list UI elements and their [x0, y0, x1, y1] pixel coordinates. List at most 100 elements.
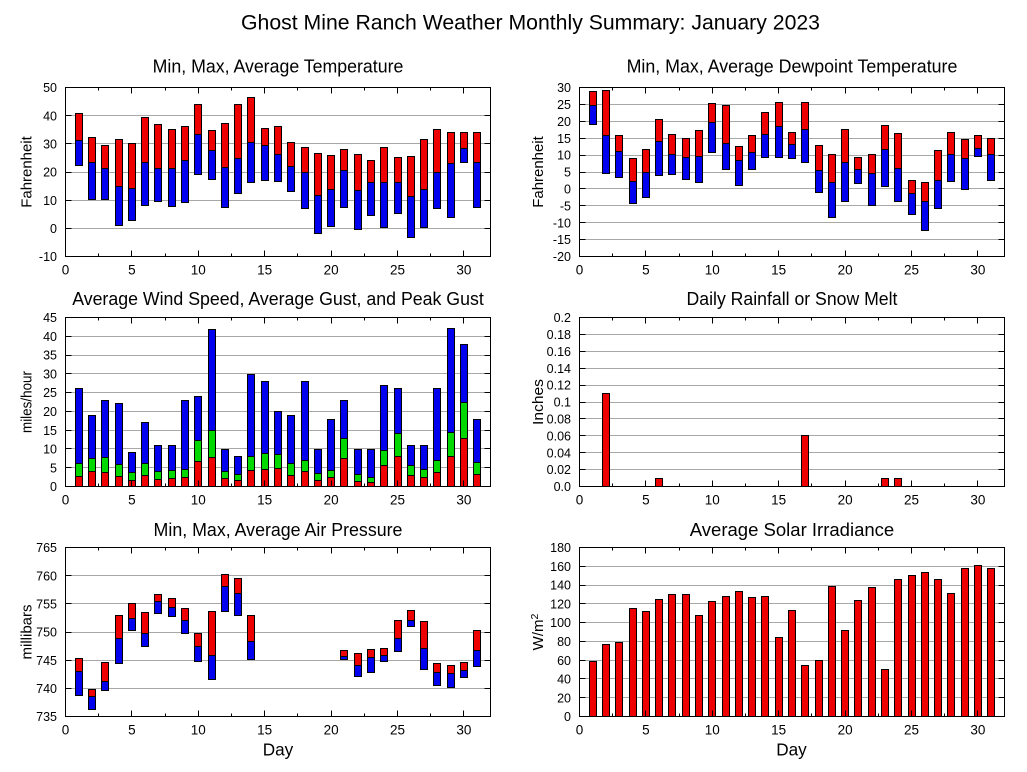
- svg-text:0: 0: [62, 492, 70, 507]
- svg-text:0: 0: [564, 710, 571, 724]
- svg-text:0.08: 0.08: [547, 413, 571, 427]
- svg-text:5: 5: [128, 492, 136, 507]
- svg-text:160: 160: [550, 560, 571, 574]
- svg-text:0: 0: [576, 262, 584, 277]
- svg-text:30: 30: [456, 492, 471, 507]
- svg-text:755: 755: [36, 597, 57, 611]
- svg-text:Min, Max, Average Air Pressure: Min, Max, Average Air Pressure: [154, 520, 403, 540]
- svg-text:25: 25: [557, 98, 571, 112]
- svg-text:30: 30: [43, 367, 57, 381]
- svg-text:60: 60: [557, 654, 571, 668]
- svg-text:Inches: Inches: [530, 379, 547, 425]
- svg-text:740: 740: [36, 682, 57, 696]
- svg-text:20: 20: [838, 262, 853, 277]
- svg-text:0: 0: [50, 222, 57, 236]
- svg-text:20: 20: [557, 115, 571, 129]
- svg-text:Min, Max, Average Temperature: Min, Max, Average Temperature: [153, 56, 404, 76]
- svg-text:20: 20: [324, 722, 339, 737]
- svg-text:40: 40: [43, 330, 57, 344]
- svg-text:Daily Rainfall or Snow Melt: Daily Rainfall or Snow Melt: [687, 289, 898, 309]
- svg-text:0.18: 0.18: [547, 328, 571, 342]
- svg-text:15: 15: [771, 262, 786, 277]
- svg-text:15: 15: [43, 424, 57, 438]
- svg-text:30: 30: [970, 262, 985, 277]
- svg-text:15: 15: [771, 722, 786, 737]
- svg-text:0.16: 0.16: [547, 345, 571, 359]
- svg-text:-15: -15: [553, 233, 571, 247]
- svg-text:Day: Day: [776, 740, 807, 760]
- svg-text:30: 30: [456, 262, 471, 277]
- svg-text:140: 140: [550, 579, 571, 593]
- svg-text:25: 25: [390, 492, 405, 507]
- svg-text:20: 20: [324, 262, 339, 277]
- svg-text:25: 25: [904, 722, 919, 737]
- svg-text:Average Solar Irradiance: Average Solar Irradiance: [690, 520, 895, 540]
- svg-text:5: 5: [642, 262, 650, 277]
- svg-text:5: 5: [128, 722, 136, 737]
- svg-text:20: 20: [43, 405, 57, 419]
- svg-text:0: 0: [576, 722, 584, 737]
- svg-text:miles/hour: miles/hour: [19, 371, 36, 433]
- svg-text:0: 0: [50, 480, 57, 494]
- svg-text:20: 20: [324, 492, 339, 507]
- svg-text:25: 25: [390, 722, 405, 737]
- svg-text:10: 10: [43, 194, 57, 208]
- svg-text:0.02: 0.02: [547, 463, 571, 477]
- svg-text:10: 10: [557, 149, 571, 163]
- svg-text:10: 10: [43, 443, 57, 457]
- svg-text:30: 30: [456, 722, 471, 737]
- svg-text:45: 45: [43, 311, 57, 325]
- svg-text:80: 80: [557, 635, 571, 649]
- svg-text:10: 10: [191, 492, 206, 507]
- svg-text:180: 180: [550, 541, 571, 555]
- svg-text:0.12: 0.12: [547, 379, 571, 393]
- svg-text:35: 35: [43, 349, 57, 363]
- svg-text:-10: -10: [39, 250, 57, 264]
- svg-text:40: 40: [43, 109, 57, 123]
- svg-text:25: 25: [904, 492, 919, 507]
- svg-text:Average Wind Speed, Average Gu: Average Wind Speed, Average Gust, and Pe…: [72, 289, 484, 309]
- svg-text:0.06: 0.06: [547, 429, 571, 443]
- svg-text:Min, Max, Average Dewpoint Tem: Min, Max, Average Dewpoint Temperature: [627, 56, 958, 76]
- svg-text:5: 5: [564, 166, 571, 180]
- svg-text:0.14: 0.14: [547, 362, 571, 376]
- svg-text:25: 25: [904, 262, 919, 277]
- svg-text:millibars: millibars: [19, 605, 36, 660]
- svg-text:25: 25: [390, 262, 405, 277]
- svg-text:0.2: 0.2: [554, 311, 571, 325]
- svg-text:Fahrenheit: Fahrenheit: [19, 135, 36, 207]
- svg-text:100: 100: [550, 616, 571, 630]
- svg-text:0: 0: [62, 722, 70, 737]
- svg-text:10: 10: [191, 262, 206, 277]
- svg-text:30: 30: [43, 137, 57, 151]
- svg-text:15: 15: [557, 132, 571, 146]
- svg-text:750: 750: [36, 626, 57, 640]
- svg-text:760: 760: [36, 569, 57, 583]
- svg-text:0.04: 0.04: [547, 446, 571, 460]
- svg-text:5: 5: [50, 461, 57, 475]
- svg-text:20: 20: [838, 492, 853, 507]
- svg-text:0.0: 0.0: [554, 480, 571, 494]
- svg-text:5: 5: [642, 722, 650, 737]
- svg-text:-20: -20: [553, 250, 571, 264]
- svg-text:0: 0: [576, 492, 584, 507]
- svg-text:20: 20: [557, 691, 571, 705]
- svg-text:25: 25: [43, 386, 57, 400]
- svg-text:10: 10: [705, 262, 720, 277]
- svg-text:15: 15: [257, 492, 272, 507]
- svg-text:120: 120: [550, 597, 571, 611]
- svg-text:15: 15: [771, 492, 786, 507]
- svg-text:30: 30: [970, 722, 985, 737]
- svg-text:10: 10: [705, 722, 720, 737]
- svg-text:-5: -5: [560, 199, 571, 213]
- svg-text:0: 0: [62, 262, 70, 277]
- svg-text:20: 20: [43, 166, 57, 180]
- svg-text:765: 765: [36, 541, 57, 555]
- svg-text:20: 20: [838, 722, 853, 737]
- svg-text:10: 10: [705, 492, 720, 507]
- svg-text:50: 50: [43, 81, 57, 95]
- svg-text:40: 40: [557, 673, 571, 687]
- svg-text:0: 0: [564, 183, 571, 197]
- svg-text:30: 30: [557, 81, 571, 95]
- svg-text:10: 10: [191, 722, 206, 737]
